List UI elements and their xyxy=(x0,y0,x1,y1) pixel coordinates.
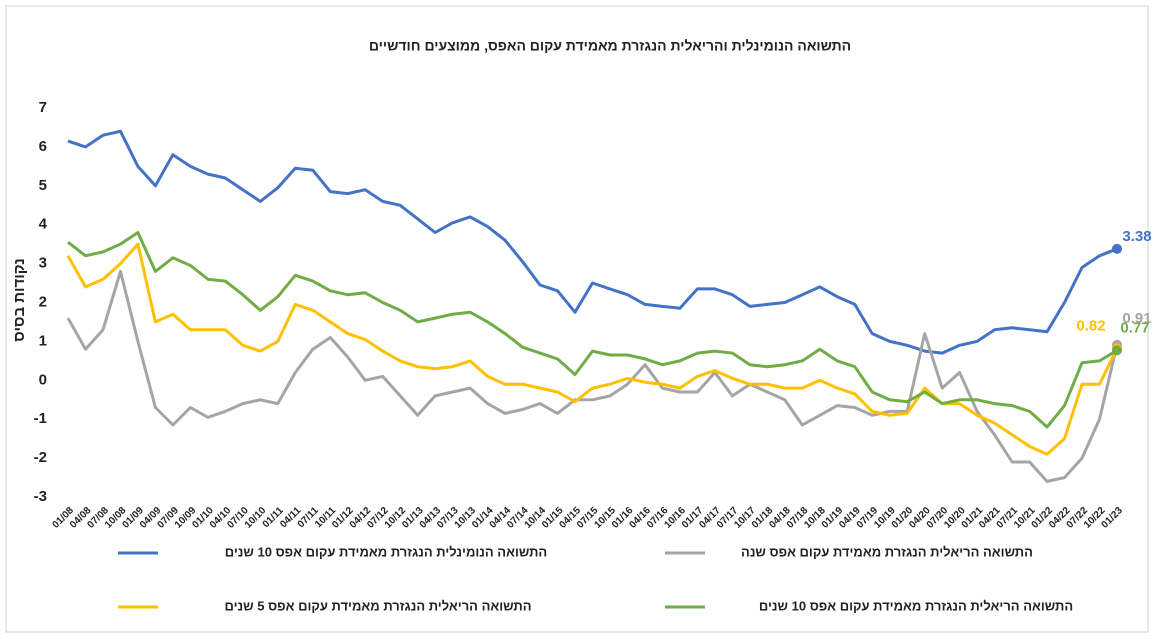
y-tick-label: -1 xyxy=(34,410,47,427)
legend-label: התשואה הריאלית הנגזרת מאמידת עקום אפס 5 … xyxy=(225,598,532,613)
y-tick-label: -3 xyxy=(34,488,47,505)
end-value-label: 0.91 xyxy=(1122,310,1151,327)
end-value-label: 0.77 xyxy=(1120,319,1149,336)
y-tick-label: -2 xyxy=(34,449,47,466)
end-point xyxy=(1112,345,1122,356)
end-value-label: 3.38 xyxy=(1122,228,1151,245)
data-line xyxy=(66,269,1119,483)
y-tick-label: 6 xyxy=(39,138,47,155)
data-line xyxy=(67,129,1118,355)
chart-frame xyxy=(5,5,1149,633)
data-line xyxy=(67,231,1118,429)
y-tick-label: 0 xyxy=(39,371,47,388)
y-tick-label: 7 xyxy=(39,99,47,116)
y-tick-label: 1 xyxy=(39,332,47,349)
end-value-label: 0.82 xyxy=(1076,317,1105,334)
y-tick-label: 2 xyxy=(39,293,47,310)
legend-label: התשואה הריאלית הנגזרת מאמידת עקום אפס 10… xyxy=(759,598,1073,613)
y-tick-label: 5 xyxy=(39,177,47,194)
chart-title: התשואה הנומינלית והריאלית הנגזרת מאמידת … xyxy=(369,38,851,54)
end-point xyxy=(1112,243,1122,254)
y-axis-title: נקודות בסיס xyxy=(11,258,28,341)
y-tick-label: 4 xyxy=(39,216,48,233)
legend-label: התשואה הנומינלית הנגזרת מאמידת עקום אפס … xyxy=(225,544,547,559)
legend-label: התשואה הריאלית הנגזרת מאמידת עקום אפס שנ… xyxy=(741,544,1033,559)
y-tick-label: 3 xyxy=(39,255,47,272)
